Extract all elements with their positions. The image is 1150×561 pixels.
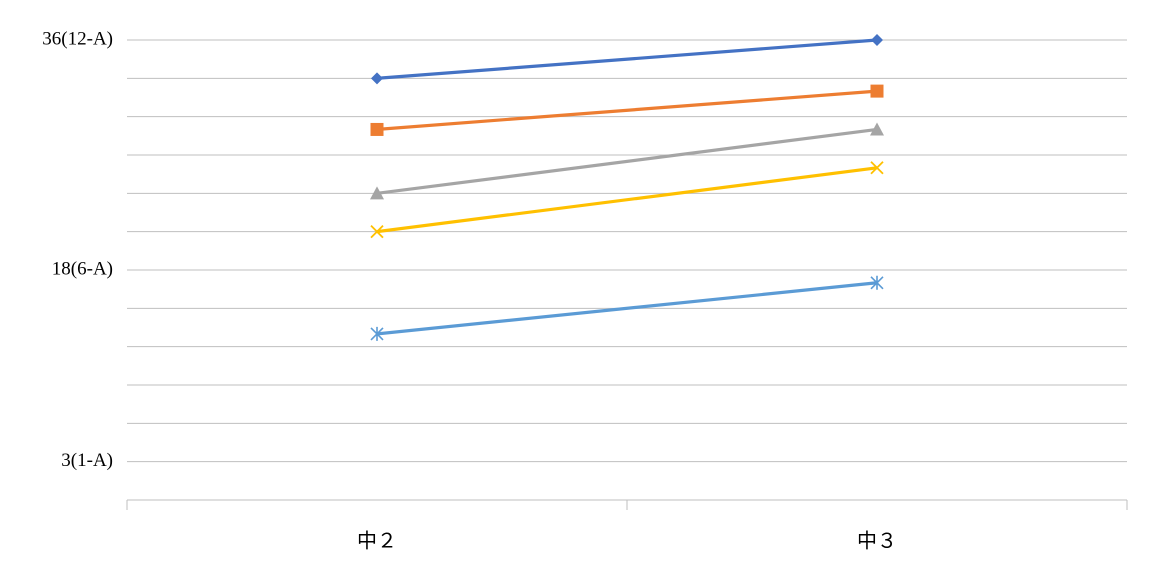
y-tick-labels: 3(1-A) 18(6-A) 36(12-A)	[42, 28, 113, 471]
gridlines	[127, 39, 1127, 463]
series-4	[370, 161, 884, 239]
y-tick-label: 3(1-A)	[61, 450, 113, 471]
x-tick-label: 中３	[857, 530, 897, 553]
data-point-star	[370, 326, 384, 341]
series-1	[371, 34, 883, 85]
y-tick-label: 36(12-A)	[42, 28, 113, 49]
data-point-star	[870, 275, 884, 290]
series-3	[370, 122, 884, 200]
series-line	[376, 89, 878, 132]
x-tick-labels: 中２ 中３	[357, 530, 897, 553]
y-tick-label: 18(6-A)	[52, 258, 113, 279]
data-point-diamond	[371, 72, 383, 85]
data-point-square	[870, 84, 884, 98]
data-point-x	[370, 225, 384, 239]
series-line	[376, 166, 878, 234]
series	[370, 34, 884, 341]
x-axis	[126, 499, 1128, 510]
data-point-x	[870, 161, 884, 175]
data-point-triangle	[370, 186, 384, 200]
data-point-triangle	[870, 122, 884, 136]
data-point-square	[370, 122, 384, 136]
series-2	[370, 84, 884, 136]
data-point-diamond	[871, 34, 883, 46]
series-5	[370, 275, 884, 341]
series-line	[376, 127, 878, 195]
series-line	[376, 38, 878, 80]
x-tick-label: 中２	[357, 530, 397, 553]
series-line	[376, 281, 878, 336]
